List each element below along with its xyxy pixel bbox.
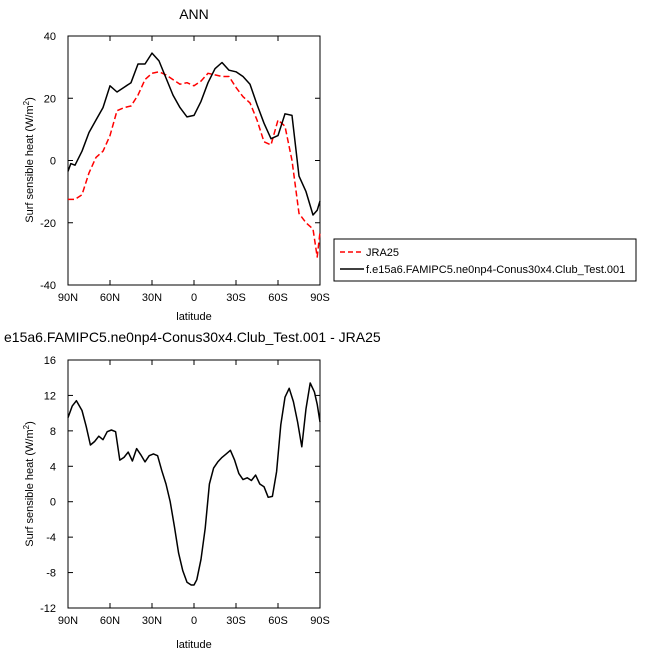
y-tick-label: 0	[50, 156, 56, 168]
y-tick-label: 40	[44, 31, 56, 43]
x-tick-label: 90S	[310, 292, 330, 304]
y-tick-label: -20	[40, 218, 56, 230]
y-axis: -12 -8 -4 0 4 8 12 16	[40, 355, 320, 615]
chart-title: e15a6.FAMIPC5.ne0np4-Conus30x4.Club_Test…	[4, 329, 381, 345]
x-tick-label: 60N	[100, 292, 120, 304]
series-group	[67, 382, 321, 586]
y-tick-label: 20	[44, 93, 56, 105]
y-tick-label: -12	[40, 603, 56, 615]
plot-frame	[67, 35, 321, 286]
plot-frame	[67, 359, 321, 609]
x-tick-label: 90S	[310, 615, 330, 627]
legend-box	[333, 238, 637, 282]
series-line-0	[67, 382, 321, 586]
x-tick-label: 0	[191, 292, 197, 304]
series-line-1	[67, 52, 321, 216]
x-tick-label: 90N	[58, 292, 78, 304]
y-tick-label: -4	[46, 532, 56, 544]
x-tick-label: 60S	[268, 292, 288, 304]
y-axis-title: Surf sensible heat (W/m2)	[22, 421, 36, 547]
x-tick-label: 90N	[58, 615, 78, 627]
legend-label-model: f.e15a6.FAMIPC5.ne0np4-Conus30x4.Club_Te…	[366, 264, 625, 276]
y-tick-label: 16	[44, 355, 56, 367]
y-axis-title: Surf sensible heat (W/m2)	[22, 97, 36, 223]
x-tick-label: 30N	[142, 292, 162, 304]
legend: JRA25 f.e15a6.FAMIPC5.ne0np4-Conus30x4.C…	[333, 238, 637, 282]
chart-difference: e15a6.FAMIPC5.ne0np4-Conus30x4.Club_Test…	[4, 329, 381, 651]
x-axis-title: latitude	[176, 639, 211, 651]
y-tick-label: 12	[44, 390, 56, 402]
legend-label-jra25: JRA25	[366, 247, 399, 259]
x-tick-label: 30S	[226, 615, 246, 627]
y-tick-label: 4	[50, 461, 56, 473]
x-tick-label: 30N	[142, 615, 162, 627]
x-tick-label: 30S	[226, 292, 246, 304]
x-axis: 90N 60N 30N 0 30S 60S 90S	[58, 36, 330, 304]
y-tick-label: -40	[40, 280, 56, 292]
x-axis-title: latitude	[176, 311, 211, 323]
y-tick-label: 8	[50, 426, 56, 438]
y-tick-label: 0	[50, 497, 56, 509]
series-group	[67, 52, 321, 258]
x-axis: 90N 60N 30N 0 30S 60S 90S	[58, 360, 330, 627]
y-tick-label: -8	[46, 568, 56, 580]
x-tick-label: 60S	[268, 615, 288, 627]
y-axis: -40 -20 0 20 40	[40, 31, 320, 292]
chart-annual-mean: ANN -40 -20 0 20 40 90N 60N 30N 0 30S 60S 90S Surf…	[22, 6, 330, 323]
x-tick-label: 60N	[100, 615, 120, 627]
chart-title: ANN	[179, 6, 209, 22]
x-tick-label: 0	[191, 615, 197, 627]
series-line-0	[68, 71, 321, 258]
